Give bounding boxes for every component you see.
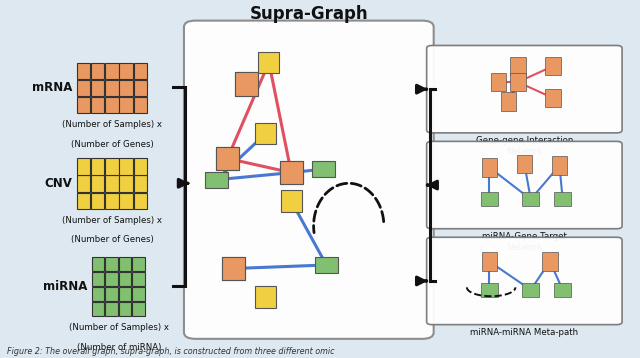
FancyBboxPatch shape (77, 97, 90, 113)
FancyBboxPatch shape (280, 161, 303, 184)
FancyBboxPatch shape (106, 79, 118, 96)
FancyBboxPatch shape (106, 272, 118, 286)
FancyBboxPatch shape (106, 257, 118, 271)
Text: miRNA-miRNA Meta-path: miRNA-miRNA Meta-path (470, 328, 579, 337)
Text: (Number of Genes): (Number of Genes) (71, 236, 154, 245)
FancyBboxPatch shape (77, 79, 90, 96)
FancyBboxPatch shape (134, 97, 147, 113)
FancyBboxPatch shape (522, 192, 539, 206)
FancyBboxPatch shape (106, 159, 118, 175)
FancyBboxPatch shape (106, 97, 118, 113)
FancyBboxPatch shape (222, 257, 245, 280)
FancyBboxPatch shape (92, 257, 104, 271)
FancyBboxPatch shape (132, 257, 145, 271)
FancyBboxPatch shape (120, 79, 132, 96)
FancyBboxPatch shape (92, 97, 104, 113)
FancyBboxPatch shape (134, 159, 147, 175)
FancyBboxPatch shape (134, 175, 147, 192)
FancyBboxPatch shape (554, 192, 571, 206)
FancyBboxPatch shape (92, 193, 104, 209)
FancyBboxPatch shape (77, 159, 90, 175)
FancyBboxPatch shape (216, 147, 239, 170)
FancyBboxPatch shape (542, 252, 557, 271)
FancyBboxPatch shape (134, 63, 147, 79)
FancyBboxPatch shape (119, 257, 131, 271)
Text: miRNA-Gene Target
Network: miRNA-Gene Target Network (482, 232, 567, 252)
Text: Figure 2: The overall graph, supra-graph, is constructed from three different om: Figure 2: The overall graph, supra-graph… (7, 347, 335, 355)
FancyBboxPatch shape (77, 63, 90, 79)
FancyBboxPatch shape (510, 57, 525, 75)
FancyBboxPatch shape (259, 52, 280, 73)
Text: CNV: CNV (44, 177, 72, 190)
FancyBboxPatch shape (235, 72, 258, 96)
FancyBboxPatch shape (315, 257, 338, 273)
FancyBboxPatch shape (216, 147, 239, 170)
FancyBboxPatch shape (119, 302, 131, 316)
FancyBboxPatch shape (516, 155, 532, 173)
FancyBboxPatch shape (510, 73, 525, 91)
FancyBboxPatch shape (106, 63, 118, 79)
FancyBboxPatch shape (481, 252, 497, 271)
FancyBboxPatch shape (481, 283, 497, 297)
FancyBboxPatch shape (120, 159, 132, 175)
FancyBboxPatch shape (119, 272, 131, 286)
Text: miRNA: miRNA (42, 280, 87, 293)
FancyBboxPatch shape (500, 92, 516, 111)
FancyBboxPatch shape (77, 175, 90, 192)
FancyBboxPatch shape (92, 79, 104, 96)
FancyBboxPatch shape (312, 161, 335, 177)
FancyBboxPatch shape (222, 257, 245, 280)
FancyBboxPatch shape (92, 175, 104, 192)
Text: Gene-gene Interaction
Network: Gene-gene Interaction Network (476, 136, 573, 156)
FancyBboxPatch shape (134, 79, 147, 96)
FancyBboxPatch shape (427, 141, 622, 229)
FancyBboxPatch shape (106, 193, 118, 209)
Text: (Number of miRNA): (Number of miRNA) (77, 343, 161, 352)
FancyBboxPatch shape (280, 161, 303, 184)
FancyBboxPatch shape (134, 193, 147, 209)
FancyBboxPatch shape (522, 283, 539, 297)
FancyBboxPatch shape (106, 302, 118, 316)
FancyBboxPatch shape (481, 192, 497, 206)
FancyBboxPatch shape (205, 172, 228, 188)
FancyBboxPatch shape (132, 287, 145, 301)
Text: (Number of Samples) x: (Number of Samples) x (63, 120, 163, 129)
FancyBboxPatch shape (92, 302, 104, 316)
FancyBboxPatch shape (119, 287, 131, 301)
FancyBboxPatch shape (92, 287, 104, 301)
FancyBboxPatch shape (132, 302, 145, 316)
Text: (Number of Samples) x: (Number of Samples) x (69, 323, 169, 332)
FancyBboxPatch shape (554, 283, 571, 297)
FancyBboxPatch shape (481, 158, 497, 176)
FancyBboxPatch shape (552, 156, 567, 175)
FancyBboxPatch shape (77, 193, 90, 209)
Text: (Number of Samples) x: (Number of Samples) x (63, 216, 163, 225)
FancyBboxPatch shape (120, 193, 132, 209)
FancyBboxPatch shape (255, 286, 276, 308)
FancyBboxPatch shape (120, 97, 132, 113)
FancyBboxPatch shape (106, 175, 118, 192)
FancyBboxPatch shape (120, 175, 132, 192)
Text: mRNA: mRNA (32, 81, 72, 94)
FancyBboxPatch shape (281, 190, 302, 212)
FancyBboxPatch shape (427, 45, 622, 133)
Text: Supra-Graph: Supra-Graph (250, 5, 368, 24)
Text: (Number of Genes): (Number of Genes) (71, 140, 154, 149)
FancyBboxPatch shape (92, 63, 104, 79)
FancyBboxPatch shape (545, 89, 561, 107)
FancyBboxPatch shape (545, 57, 561, 75)
FancyBboxPatch shape (184, 21, 434, 339)
FancyBboxPatch shape (132, 272, 145, 286)
FancyBboxPatch shape (255, 123, 276, 144)
FancyBboxPatch shape (92, 159, 104, 175)
FancyBboxPatch shape (427, 237, 622, 325)
FancyBboxPatch shape (235, 72, 258, 96)
FancyBboxPatch shape (92, 272, 104, 286)
FancyBboxPatch shape (120, 63, 132, 79)
FancyBboxPatch shape (491, 73, 506, 91)
FancyBboxPatch shape (106, 287, 118, 301)
